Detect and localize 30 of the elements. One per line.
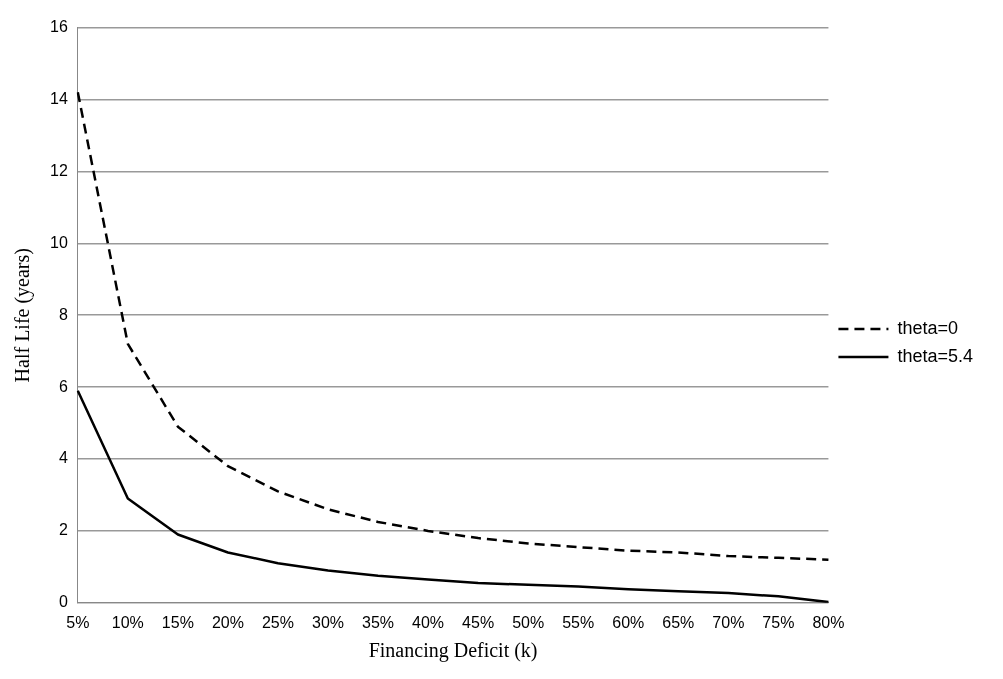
x-tick-label: 10% [111,613,144,631]
x-tick-label: 50% [512,613,545,631]
y-tick-label: 10 [50,233,68,251]
y-axis-title: Half Life (years) [11,248,35,383]
x-tick-label: 80% [812,613,845,631]
x-tick-label: 30% [311,613,345,631]
y-tick-label: 12 [50,161,68,179]
x-tick-label: 35% [362,613,395,631]
y-tick-label: 4 [58,449,68,467]
y-tick-label: 16 [50,18,68,36]
x-tick-label: 40% [412,613,445,631]
x-tick-label: 15% [161,613,194,631]
x-tick-label: 5% [66,613,90,631]
line-series [76,91,830,561]
y-tick-label: 8 [58,305,68,323]
legend-label: theta=5.4 [897,345,974,366]
x-tick-label: 45% [462,613,495,631]
y-tick-label: 14 [50,89,68,107]
x-axis-title: Financing Deficit (k) [368,639,538,663]
x-tick-label: 65% [662,613,695,631]
x-tick-label: 60% [612,613,645,631]
x-tick-label: 70% [712,613,745,631]
y-tick-label: 2 [58,521,68,539]
x-tick-label: 55% [562,613,595,631]
x-tick-label: 25% [261,613,294,631]
y-tick-label: 0 [58,593,68,611]
x-tick-label: 75% [762,613,795,631]
legend-label: theta=0 [897,317,958,338]
y-tick-label: 6 [58,377,68,395]
x-tick-label: 20% [211,613,244,631]
